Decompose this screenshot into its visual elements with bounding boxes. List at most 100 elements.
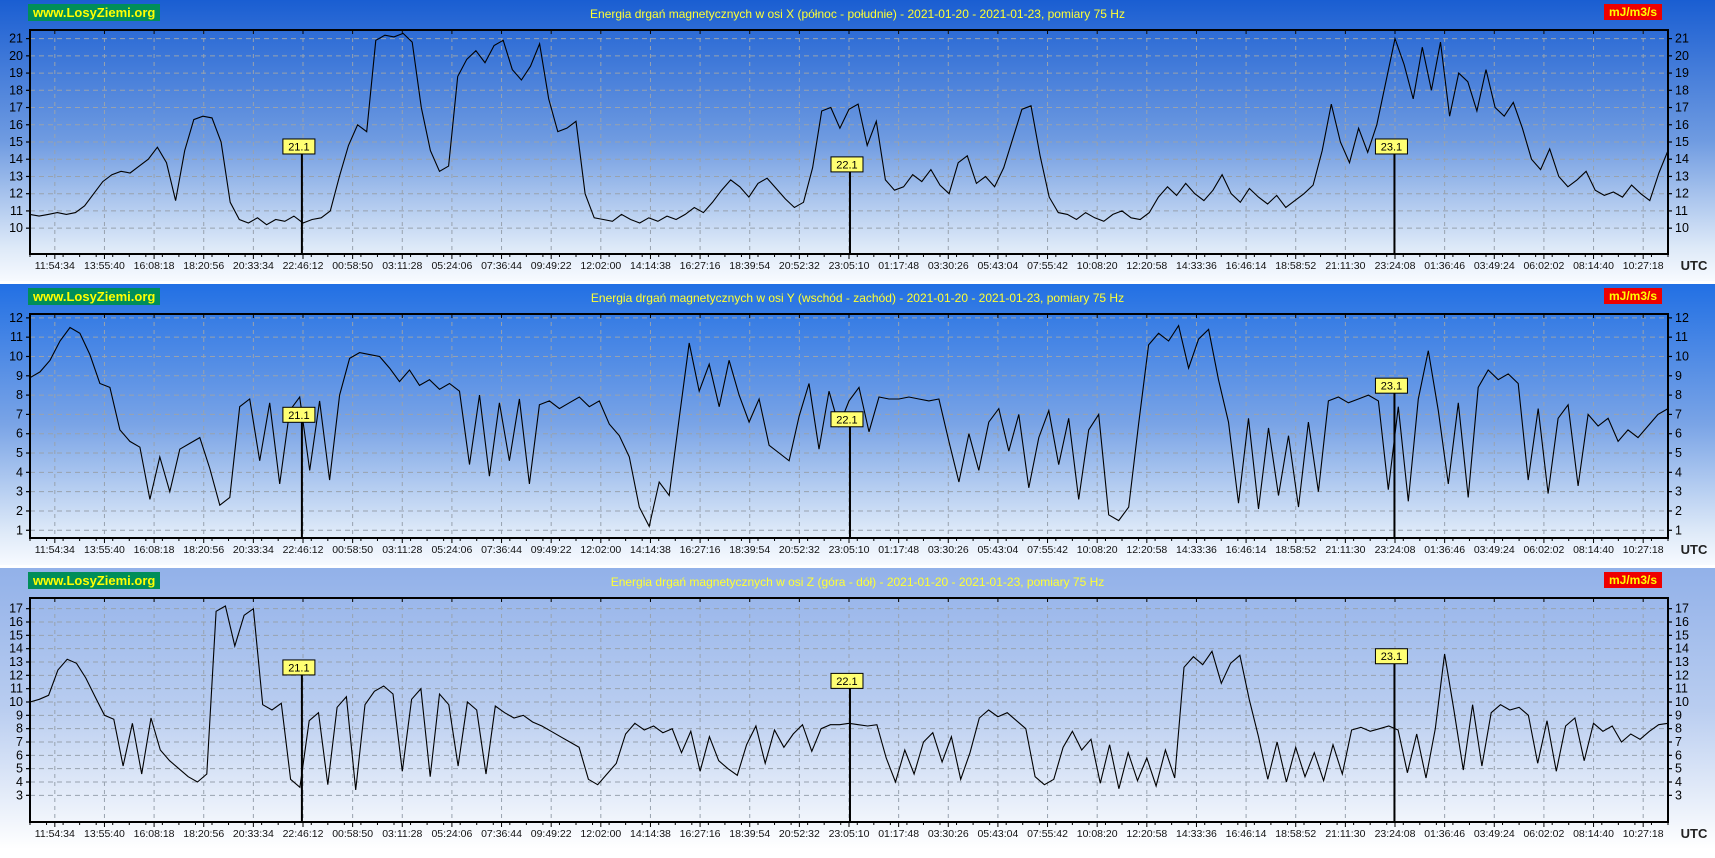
y-axis-label-right: 16 — [1675, 615, 1689, 629]
y-axis-label-right: 12 — [1675, 312, 1689, 325]
x-axis-label: 00:58:50 — [332, 544, 373, 556]
x-axis-label: 16:46:14 — [1226, 260, 1267, 272]
x-axis-label: 18:20:56 — [183, 544, 224, 556]
chart-header: www.LosyZiemi.org Energia drgań magnetyc… — [0, 284, 1715, 312]
x-axis-label: 11:54:34 — [35, 828, 75, 840]
x-axis-label: 16:08:18 — [134, 260, 175, 272]
y-axis-label-right: 12 — [1675, 668, 1689, 682]
plot-area-x: 10 10 11 11 12 12 13 13 14 14 15 15 16 16 17 17 18 18 19 19… — [9, 29, 1708, 273]
day-marker-label: 22.1 — [836, 159, 857, 171]
day-marker-label: 21.1 — [288, 410, 309, 422]
x-axis-label: 18:39:54 — [729, 828, 770, 840]
x-axis-label: 01:36:46 — [1424, 260, 1465, 272]
x-axis-label: 22:46:12 — [283, 260, 324, 272]
y-axis-label-right: 11 — [1675, 330, 1688, 344]
y-axis-label-right: 4 — [1675, 465, 1682, 479]
y-axis-label-right: 8 — [1675, 722, 1682, 736]
x-axis-label: 22:46:12 — [283, 544, 324, 556]
y-axis-label-right: 5 — [1675, 762, 1682, 776]
x-axis-label: 10:27:18 — [1623, 544, 1664, 556]
x-axis-label: 18:39:54 — [729, 544, 770, 556]
chart-title: Energia drgań magnetycznych w osi Z (gór… — [610, 575, 1105, 589]
y-axis-label-right: 16 — [1675, 118, 1689, 132]
y-axis-label: 4 — [16, 465, 23, 479]
y-axis-label-right: 6 — [1675, 427, 1682, 441]
x-axis-label: 08:14:40 — [1573, 544, 1614, 556]
y-axis-label-right: 19 — [1675, 66, 1689, 80]
x-axis-label: 03:30:26 — [928, 544, 969, 556]
x-axis-label: 03:11:28 — [382, 828, 422, 840]
x-axis-label: 20:33:34 — [233, 828, 274, 840]
y-axis-label: 17 — [9, 101, 23, 115]
x-axis-label: 05:24:06 — [431, 828, 472, 840]
site-logo-link[interactable]: www.LosyZiemi.org — [28, 4, 161, 21]
y-axis-label-right: 11 — [1675, 682, 1688, 696]
site-logo-link[interactable]: www.LosyZiemi.org — [28, 288, 161, 305]
y-axis-label: 4 — [16, 775, 23, 789]
x-axis-label: 14:33:36 — [1176, 828, 1217, 840]
y-axis-label-right: 14 — [1675, 152, 1689, 166]
x-axis-label: 12:20:58 — [1126, 828, 1167, 840]
y-axis-label-right: 15 — [1675, 628, 1689, 642]
x-axis-label: 13:55:40 — [84, 260, 125, 272]
x-axis-label: 23:24:08 — [1375, 828, 1416, 840]
x-axis-label: 03:30:26 — [928, 828, 969, 840]
x-axis-label: 16:46:14 — [1226, 828, 1267, 840]
x-axis-label: 07:36:44 — [481, 544, 522, 556]
day-marker-box — [830, 411, 864, 428]
x-axis-label: 20:33:34 — [233, 260, 274, 272]
x-axis-label: 07:36:44 — [481, 828, 522, 840]
day-marker-box — [1374, 648, 1408, 665]
unit-badge: mJ/m3/s — [1603, 572, 1662, 588]
x-axis-label: 10:27:18 — [1623, 260, 1664, 272]
y-axis-label-right: 14 — [1675, 642, 1689, 656]
utc-label: UTC — [1681, 826, 1708, 841]
y-axis-label-right: 10 — [1675, 221, 1689, 235]
day-marker-box — [282, 138, 316, 155]
y-axis-label: 7 — [16, 407, 23, 421]
chart-panel-x: www.LosyZiemi.org Energia drgań magnetyc… — [0, 0, 1715, 281]
y-axis-label: 7 — [16, 735, 23, 749]
x-axis-label: 10:08:20 — [1077, 260, 1118, 272]
y-axis-label-right: 15 — [1675, 135, 1689, 149]
y-axis-label-right: 3 — [1675, 788, 1682, 802]
day-marker-box — [830, 156, 864, 173]
x-axis-label: 23:05:10 — [829, 260, 870, 272]
y-axis-label: 12 — [9, 312, 23, 325]
y-axis-label-right: 13 — [1675, 169, 1689, 183]
y-axis-label: 16 — [9, 615, 23, 629]
y-axis-label-right: 13 — [1675, 655, 1689, 669]
y-axis-label: 9 — [16, 369, 23, 383]
x-axis-label: 07:55:42 — [1027, 544, 1068, 556]
x-axis-label: 06:02:02 — [1523, 544, 1564, 556]
x-axis-label: 00:58:50 — [332, 260, 373, 272]
plot-frame — [29, 29, 1669, 255]
chart-panel-z: www.LosyZiemi.org Energia drgań magnetyc… — [0, 568, 1715, 849]
x-axis-label: 10:27:18 — [1623, 828, 1664, 840]
x-axis-label: 20:52:32 — [779, 260, 820, 272]
x-axis-label: 05:43:04 — [977, 260, 1018, 272]
site-logo-link[interactable]: www.LosyZiemi.org — [28, 572, 161, 589]
y-axis-label: 6 — [16, 427, 23, 441]
utc-label: UTC — [1681, 542, 1708, 557]
x-axis-label: 23:24:08 — [1375, 544, 1416, 556]
x-axis-label: 20:52:32 — [779, 828, 820, 840]
y-axis-label: 15 — [9, 135, 23, 149]
plot-frame — [29, 313, 1669, 539]
y-axis-label-right: 2 — [1675, 504, 1682, 518]
y-axis-label-right: 7 — [1675, 407, 1682, 421]
y-axis-label: 11 — [10, 682, 23, 696]
day-marker-label: 22.1 — [836, 676, 857, 688]
chart-header: www.LosyZiemi.org Energia drgań magnetyc… — [0, 0, 1715, 28]
x-axis-label: 07:55:42 — [1027, 828, 1068, 840]
x-axis-label: 07:55:42 — [1027, 260, 1068, 272]
y-axis-label: 5 — [16, 446, 23, 460]
day-marker-box — [1374, 138, 1408, 155]
day-marker-label: 22.1 — [836, 414, 857, 426]
y-axis-label: 21 — [9, 32, 23, 46]
y-axis-label: 15 — [9, 628, 23, 642]
x-axis-label: 10:08:20 — [1077, 828, 1118, 840]
y-axis-label-right: 10 — [1675, 349, 1689, 363]
y-axis-label: 17 — [9, 602, 23, 616]
